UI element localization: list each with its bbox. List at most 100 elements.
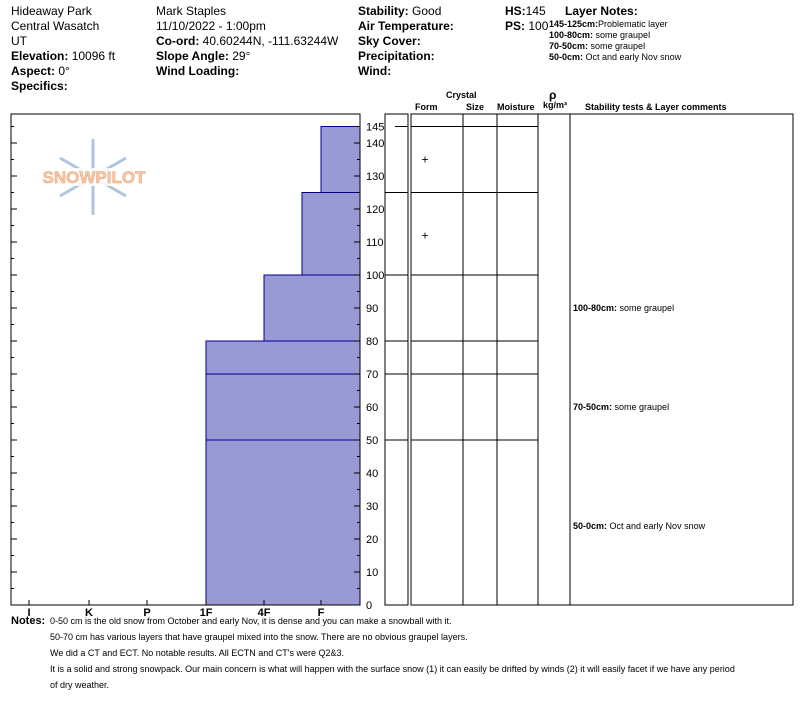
range-name: Central Wasatch — [11, 19, 100, 33]
layer-note-text: some graupel — [593, 30, 651, 40]
elevation-value: 10096 ft — [71, 49, 116, 63]
layer-comment: 100-80cm: some graupel — [573, 303, 674, 313]
depth-tick-label: 80 — [366, 336, 378, 348]
layer-note-text: some graupel — [588, 41, 646, 51]
plot-frame — [10, 113, 361, 606]
layer-note-text: Problematic layer — [598, 19, 668, 29]
precipitation-label: Precipitation: — [358, 49, 435, 63]
air-temp-label: Air Temperature: — [358, 19, 454, 33]
ps: PS: 100 — [505, 19, 548, 33]
hs-value: 145 — [525, 4, 546, 18]
ps-label: PS: — [505, 19, 526, 33]
location-name: Hideaway Park — [11, 4, 92, 18]
layer-comment-range: 70-50cm: — [573, 402, 612, 412]
depth-tick-label: 140 — [366, 138, 384, 150]
layer-comment-range: 50-0cm: — [573, 521, 607, 531]
layer-comment-text: Oct and early Nov snow — [607, 521, 706, 531]
aspect: Aspect: 0° — [11, 64, 70, 78]
coord-label: Co-ord: — [156, 34, 200, 48]
note-line: 50-70 cm has various layers that have gr… — [50, 632, 468, 642]
stability-label: Stability: — [358, 4, 409, 18]
hardness-tick-label: P — [143, 607, 150, 619]
notes-label: Notes: — [11, 615, 46, 627]
depth-marker-column — [384, 113, 409, 606]
slope-label: Slope Angle: — [156, 49, 229, 63]
depth-tick-label: 100 — [366, 270, 384, 282]
layer-note-range: 145-125cm: — [549, 19, 599, 29]
aspect-label: Aspect: — [11, 64, 56, 78]
coordinates: Co-ord: 40.60244N, -111.63244W — [156, 34, 338, 48]
snowpilot-logo: SNOWPILOT — [32, 139, 156, 215]
hs: HS:145 — [505, 4, 546, 18]
layer-comment-range: 100-80cm: — [573, 303, 617, 313]
wind-loading-label: Wind Loading: — [156, 64, 240, 78]
coord-value: 40.60244N, -111.63244W — [202, 34, 339, 48]
specifics-label: Specifics: — [11, 79, 68, 93]
depth-tick-label: 90 — [366, 303, 378, 315]
ps-value: 100 — [528, 19, 549, 33]
hardness-layer-bar — [301, 192, 361, 276]
hardness-tick-label: F — [318, 607, 325, 619]
layer-note-range: 100-80cm: — [549, 30, 594, 40]
depth-tick-label: 60 — [366, 402, 378, 414]
size-header: Size — [466, 102, 485, 112]
note-line: It is a solid and strong snowpack. Our m… — [50, 664, 735, 674]
depth-tick-label: 50 — [366, 435, 378, 447]
density-symbol: ρ — [549, 88, 557, 102]
layer-note-range: 50-0cm: — [549, 52, 584, 62]
elevation: Elevation: 10096 ft — [11, 49, 115, 63]
layer-comment-text: some graupel — [612, 402, 669, 412]
layer-note: 145-125cm:Problematic layer — [549, 19, 668, 29]
layer-note: 70-50cm: some graupel — [549, 41, 645, 51]
depth-tick-label: 120 — [366, 204, 384, 216]
layer-notes-title: Layer Notes: — [565, 4, 638, 18]
density-units: kg/m³ — [543, 100, 568, 110]
form-header: Form — [415, 102, 438, 112]
layer-note-range: 70-50cm: — [549, 41, 589, 51]
layer-comment: 70-50cm: some graupel — [573, 402, 669, 412]
depth-tick-label: 130 — [366, 171, 384, 183]
stability-header: Stability tests & Layer comments — [585, 102, 727, 112]
hardness-layer-bar — [263, 274, 361, 342]
depth-tick-label: 10 — [366, 567, 378, 579]
depth-tick-label: 145 — [366, 122, 384, 134]
observation-datetime: 11/10/2022 - 1:00pm — [156, 19, 266, 33]
stability-value: Good — [412, 4, 442, 18]
hardness-tick-label: K — [85, 607, 93, 619]
depth-tick-label: 20 — [366, 534, 378, 546]
hardness-layer-bar — [205, 340, 361, 375]
depth-tick-label: 70 — [366, 369, 378, 381]
crystal-form-symbol: + — [421, 228, 428, 242]
note-line: of dry weather. — [50, 680, 110, 690]
hs-label: HS: — [505, 4, 526, 18]
hardness-tick-label: I — [27, 607, 30, 619]
depth-tick-label: 30 — [366, 501, 378, 513]
layer-comment: 50-0cm: Oct and early Nov snow — [573, 521, 706, 531]
wind-label: Wind: — [358, 64, 392, 78]
depth-tick-label: 40 — [366, 468, 378, 480]
sky-cover-label: Sky Cover: — [358, 34, 421, 48]
depth-tick-label: 110 — [366, 237, 384, 249]
layer-note-text: Oct and early Nov snow — [583, 52, 682, 62]
layer-comment-text: some graupel — [617, 303, 674, 313]
hardness-layer-bar — [205, 373, 361, 441]
layer-note: 100-80cm: some graupel — [549, 30, 650, 40]
hardness-layer-bar — [320, 126, 361, 193]
state-name: UT — [11, 34, 27, 48]
crystal-header: Crystal — [446, 90, 477, 100]
note-line: We did a CT and ECT. No notable results.… — [50, 648, 345, 658]
slope-value: 29° — [232, 49, 251, 63]
depth-tick-label: 0 — [366, 600, 372, 612]
elevation-label: Elevation: — [11, 49, 69, 63]
moisture-header: Moisture — [497, 102, 535, 112]
hardness-tick-label: 4F — [258, 607, 271, 619]
logo-text: SNOWPILOT — [43, 168, 147, 187]
note-line: 0-50 cm is the old snow from October and… — [50, 616, 452, 626]
crystal-form-symbol: + — [421, 153, 428, 167]
hardness-tick-label: 1F — [200, 607, 213, 619]
slope-angle: Slope Angle: 29° — [156, 49, 250, 63]
hardness-layer-bar — [205, 439, 361, 606]
observer-name: Mark Staples — [156, 4, 227, 18]
stability: Stability: Good — [358, 4, 441, 18]
